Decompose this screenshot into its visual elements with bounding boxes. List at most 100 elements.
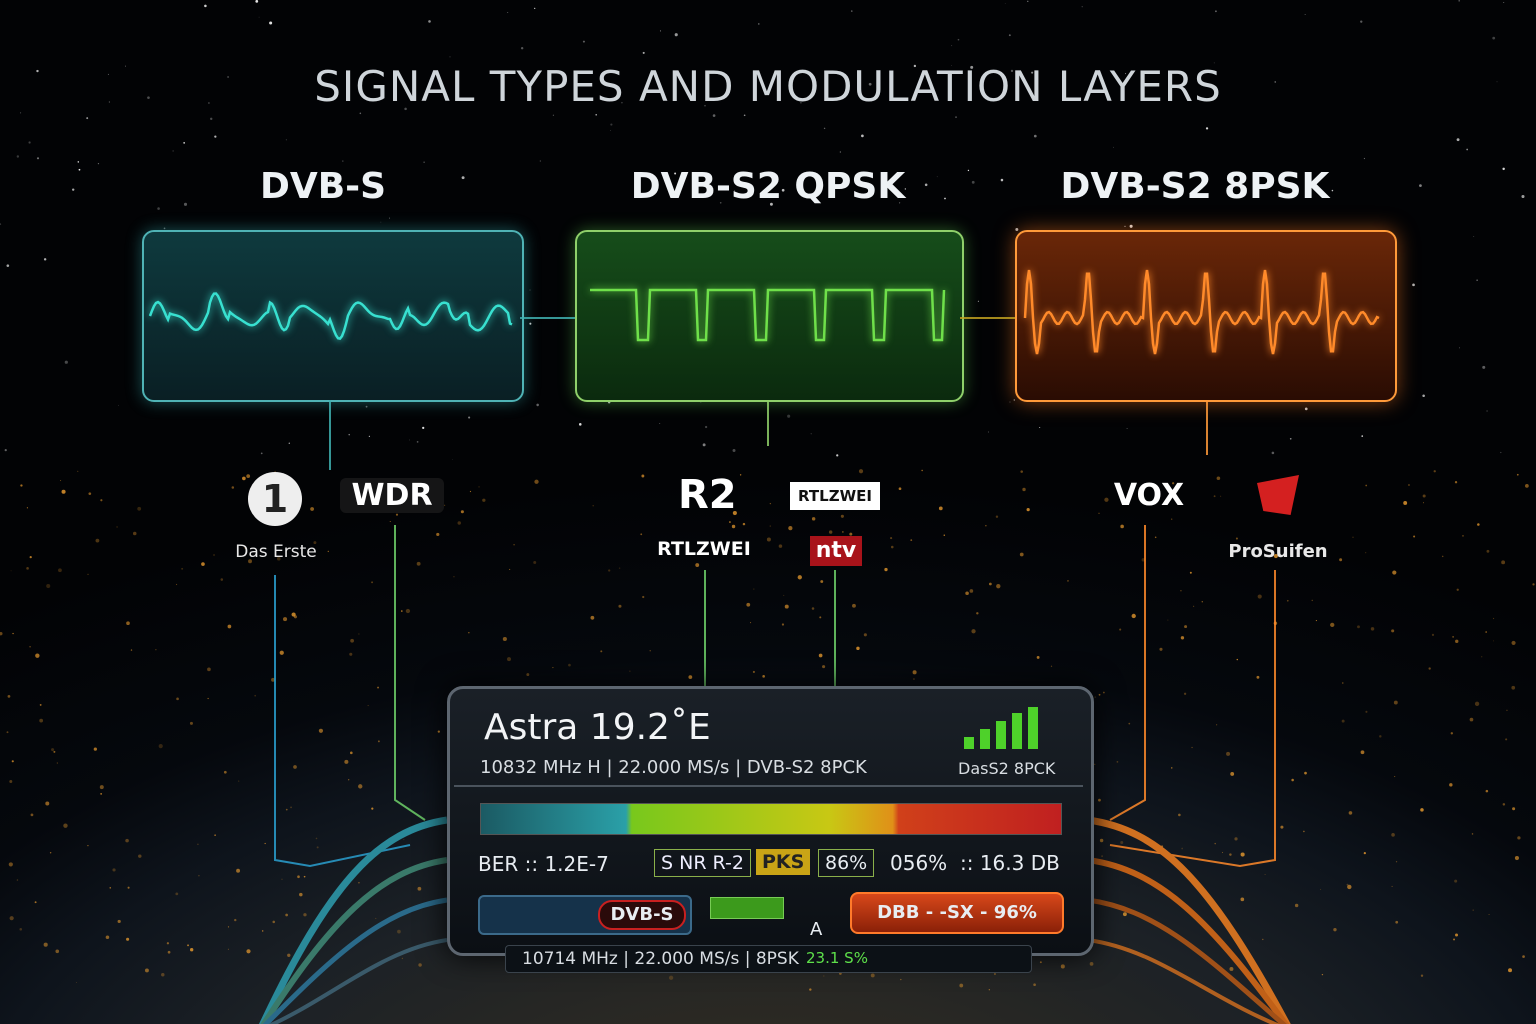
star (72, 188, 75, 191)
city-light (1026, 508, 1030, 512)
city-light (1525, 483, 1529, 488)
star (288, 442, 290, 444)
star (1496, 81, 1498, 83)
city-light (1532, 583, 1535, 586)
city-light (405, 608, 411, 614)
city-light (1116, 760, 1119, 763)
city-light (1420, 974, 1424, 977)
city-light (1469, 717, 1474, 722)
city-light (401, 957, 404, 960)
city-light (375, 917, 377, 919)
city-light (1222, 852, 1223, 853)
star (6, 264, 10, 267)
city-light (823, 975, 825, 977)
city-light (629, 670, 631, 672)
city-light (642, 595, 645, 599)
city-light (739, 474, 742, 476)
city-light (534, 479, 539, 484)
city-light (55, 949, 60, 954)
city-light (1120, 840, 1124, 844)
city-light (1193, 605, 1195, 607)
star (539, 160, 541, 162)
star (955, 116, 957, 118)
city-light (132, 531, 137, 536)
star (1521, 194, 1525, 199)
cable (1087, 857, 1290, 1024)
city-light (1365, 484, 1368, 487)
star (368, 435, 370, 438)
star (428, 20, 431, 23)
star (1205, 127, 1209, 130)
star (183, 142, 186, 144)
star (704, 105, 706, 107)
city-light (1216, 476, 1221, 481)
cable (258, 816, 448, 1024)
city-light (100, 792, 103, 795)
city-light (1191, 746, 1193, 749)
city-light (316, 846, 319, 849)
city-light (63, 823, 68, 828)
star (595, 114, 597, 116)
city-light (969, 589, 974, 593)
city-light (502, 636, 507, 642)
star (810, 433, 812, 435)
city-light (1102, 691, 1105, 694)
city-light (76, 982, 78, 983)
city-light (371, 807, 374, 810)
city-light (138, 854, 142, 858)
channel-logo: WDR (340, 478, 444, 513)
star (1081, 6, 1083, 8)
city-light (400, 610, 403, 612)
star (1000, 178, 1004, 182)
cable (268, 938, 448, 1024)
channel-name: ProSuifen (1228, 541, 1328, 562)
star (610, 130, 612, 131)
star (409, 439, 410, 441)
city-light (227, 926, 230, 928)
city-light (117, 919, 121, 924)
city-light (220, 578, 224, 581)
star (16, 155, 20, 158)
star (1008, 34, 1011, 37)
status-button[interactable]: DBB - -SX - 96% (850, 892, 1064, 934)
city-light (166, 942, 170, 945)
city-light (19, 928, 23, 931)
city-light (746, 602, 751, 607)
pks: PKS (756, 849, 811, 875)
star (1126, 428, 1128, 429)
cable (1087, 938, 1281, 1024)
star (1486, 410, 1488, 412)
city-light (39, 704, 42, 706)
city-light (762, 675, 765, 678)
city-light (811, 607, 815, 610)
city-light (201, 562, 205, 566)
star (971, 180, 975, 184)
city-light (56, 762, 59, 764)
city-light (1128, 722, 1131, 725)
city-light (313, 541, 317, 545)
mode-button[interactable]: DVB-S (598, 900, 686, 930)
star (769, 202, 773, 206)
city-light (137, 506, 142, 511)
city-light (187, 944, 189, 947)
city-light (395, 513, 399, 516)
star (78, 168, 81, 171)
city-light (1453, 938, 1455, 941)
city-light (1505, 738, 1508, 741)
city-light (820, 580, 824, 583)
star (0, 223, 2, 225)
star (1482, 365, 1486, 369)
city-light (1365, 552, 1367, 554)
star (704, 425, 708, 429)
city-light (45, 801, 50, 806)
city-light (1508, 968, 1513, 973)
city-light (49, 852, 52, 854)
city-light (769, 503, 772, 505)
city-light (1511, 640, 1516, 645)
city-light (155, 649, 157, 651)
city-light (988, 989, 991, 991)
city-light (126, 621, 130, 626)
city-light (175, 892, 179, 896)
star (1232, 189, 1234, 190)
city-light (858, 469, 864, 474)
